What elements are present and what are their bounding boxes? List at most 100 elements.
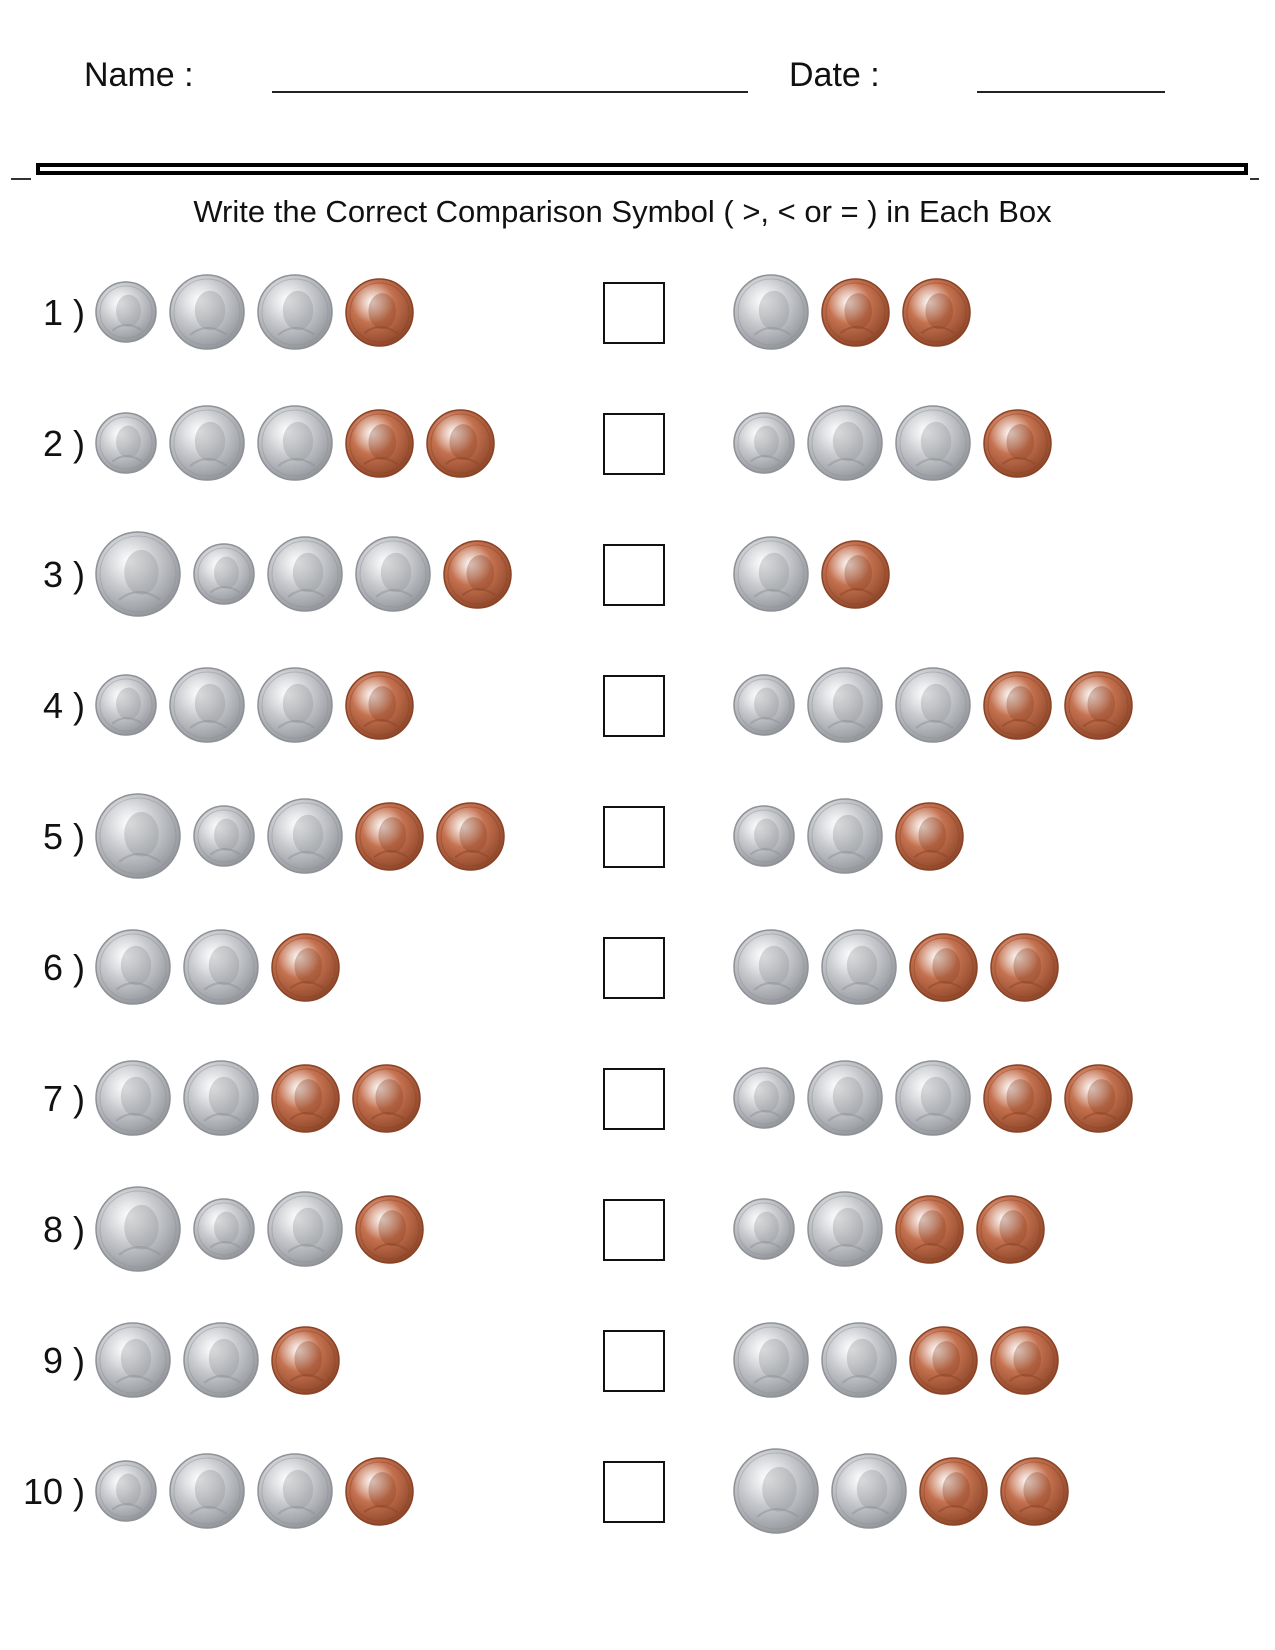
penny-coin-icon	[983, 1063, 1052, 1133]
problem-number: 2 )	[42, 423, 85, 464]
penny-coin-icon	[902, 277, 971, 347]
penny-coin-icon	[443, 539, 512, 609]
nickel-coin-icon	[895, 1060, 971, 1136]
nickel-coin-icon	[257, 1453, 333, 1529]
instructions-text: Write the Correct Comparison Symbol ( >,…	[193, 194, 1052, 229]
nickel-coin-icon	[183, 929, 259, 1005]
penny-coin-icon	[909, 1325, 978, 1395]
nickel-coin-icon	[267, 798, 343, 874]
penny-coin-icon	[355, 801, 424, 871]
problem-row: 1 )	[0, 262, 1275, 362]
name-label: Name :	[84, 56, 194, 94]
left-coin-group	[95, 1318, 352, 1402]
penny-coin-icon	[271, 932, 340, 1002]
problem-number: 5 )	[42, 816, 85, 857]
nickel-coin-icon	[733, 274, 809, 350]
rule-left-tick	[11, 178, 31, 180]
comparison-answer-box[interactable]	[603, 1461, 665, 1523]
nickel-coin-icon	[95, 1060, 171, 1136]
left-coin-group	[95, 401, 507, 485]
comparison-answer-box[interactable]	[603, 282, 665, 344]
comparison-answer-box[interactable]	[603, 1330, 665, 1392]
problem-number: 10 )	[22, 1471, 85, 1512]
comparison-answer-box[interactable]	[603, 1199, 665, 1261]
problem-row: 3 )	[0, 524, 1275, 624]
right-coin-group	[733, 1056, 1145, 1140]
nickel-coin-icon	[169, 1453, 245, 1529]
nickel-coin-icon	[257, 405, 333, 481]
nickel-coin-icon	[267, 536, 343, 612]
dime-coin-icon	[733, 674, 795, 736]
penny-coin-icon	[976, 1194, 1045, 1264]
left-coin-group	[95, 1449, 426, 1533]
nickel-coin-icon	[355, 536, 431, 612]
nickel-coin-icon	[821, 1322, 897, 1398]
penny-coin-icon	[436, 801, 505, 871]
penny-coin-icon	[345, 1456, 414, 1526]
left-coin-group	[95, 663, 426, 747]
header-divider	[36, 163, 1248, 175]
penny-coin-icon	[919, 1456, 988, 1526]
right-coin-group	[733, 794, 976, 878]
right-coin-group	[733, 1318, 1071, 1402]
left-coin-group	[95, 531, 524, 617]
penny-coin-icon	[895, 1194, 964, 1264]
comparison-answer-box[interactable]	[603, 544, 665, 606]
penny-coin-icon	[990, 1325, 1059, 1395]
penny-coin-icon	[345, 408, 414, 478]
dime-coin-icon	[193, 1198, 255, 1260]
left-coin-group	[95, 270, 426, 354]
left-coin-group	[95, 1056, 433, 1140]
comparison-answer-box[interactable]	[603, 806, 665, 868]
penny-coin-icon	[821, 539, 890, 609]
dime-coin-icon	[95, 1460, 157, 1522]
penny-coin-icon	[345, 670, 414, 740]
penny-coin-icon	[352, 1063, 421, 1133]
date-field[interactable]	[977, 91, 1165, 93]
penny-coin-icon	[895, 801, 964, 871]
comparison-answer-box[interactable]	[603, 937, 665, 999]
right-coin-group	[733, 1448, 1081, 1534]
problem-row: 6 )	[0, 917, 1275, 1017]
nickel-coin-icon	[95, 1322, 171, 1398]
nickel-coin-icon	[183, 1322, 259, 1398]
nickel-coin-icon	[807, 405, 883, 481]
dime-coin-icon	[733, 805, 795, 867]
comparison-answer-box[interactable]	[603, 413, 665, 475]
comparison-answer-box[interactable]	[603, 1068, 665, 1130]
right-coin-group	[733, 401, 1064, 485]
nickel-coin-icon	[183, 1060, 259, 1136]
name-field[interactable]	[272, 91, 748, 93]
problem-number: 9 )	[42, 1340, 85, 1381]
nickel-coin-icon	[807, 1191, 883, 1267]
nickel-coin-icon	[733, 929, 809, 1005]
problem-row: 2 )	[0, 393, 1275, 493]
nickel-coin-icon	[807, 667, 883, 743]
quarter-coin-icon	[95, 1186, 181, 1272]
quarter-coin-icon	[95, 793, 181, 879]
problem-number: 6 )	[42, 947, 85, 988]
penny-coin-icon	[426, 408, 495, 478]
penny-coin-icon	[271, 1063, 340, 1133]
rule-right-tick	[1250, 178, 1259, 180]
date-label: Date :	[789, 56, 880, 94]
dime-coin-icon	[733, 412, 795, 474]
right-coin-group	[733, 663, 1145, 747]
dime-coin-icon	[733, 1198, 795, 1260]
nickel-coin-icon	[807, 798, 883, 874]
penny-coin-icon	[271, 1325, 340, 1395]
penny-coin-icon	[1064, 1063, 1133, 1133]
nickel-coin-icon	[257, 274, 333, 350]
problem-row: 8 )	[0, 1179, 1275, 1279]
nickel-coin-icon	[95, 929, 171, 1005]
comparison-answer-box[interactable]	[603, 675, 665, 737]
nickel-coin-icon	[895, 405, 971, 481]
right-coin-group	[733, 925, 1071, 1009]
problem-row: 9 )	[0, 1310, 1275, 1410]
problem-row: 10 )	[0, 1441, 1275, 1541]
dime-coin-icon	[95, 281, 157, 343]
problem-row: 4 )	[0, 655, 1275, 755]
problem-number: 1 )	[42, 292, 85, 333]
problem-row: 5 )	[0, 786, 1275, 886]
penny-coin-icon	[821, 277, 890, 347]
